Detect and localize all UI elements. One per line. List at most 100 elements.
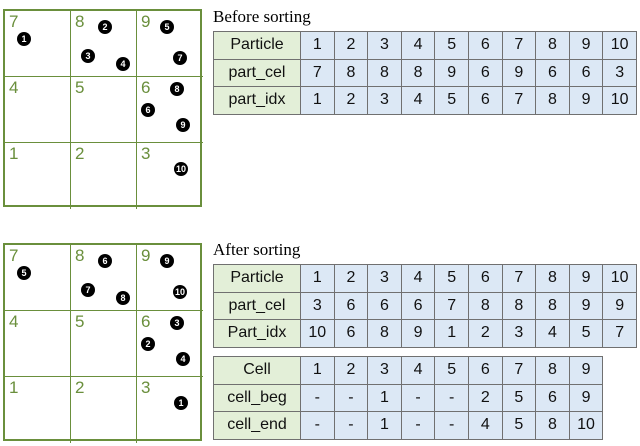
grid-cell: 2 [71,143,137,209]
table-cell: 6 [467,264,503,293]
grid-after-sorting: 7 8 9 4 5 6 1 2 3 5 6 7 8 9 10 3 2 4 1 [3,243,203,443]
cell-number: 4 [9,312,19,331]
table-cell: 3 [367,86,402,115]
grid-before-sorting: 7 8 9 4 5 6 1 2 3 1 2 3 4 5 7 8 6 9 10 [3,9,203,209]
table-row: cell_end - -1- -4 5 8 10 [213,411,604,440]
particle-marker: 1 [174,396,188,410]
table-cell: 6 [535,58,570,87]
table-cell: 8 [400,58,436,87]
table-cell: 2 [467,319,503,348]
table-before-sorting: Particle 1 2 3 4 5 6 7 8 9 10 part_cel 7 8 8 8 9 6 9 6 6 3 par… [213,31,637,115]
cell-number: 1 [9,378,19,397]
table-cell: 5 [434,86,469,115]
particle-marker: 6 [98,254,112,268]
table-cell: 7 [602,319,637,348]
grid-cell: 7 [5,11,71,77]
table-cell: 10 [568,411,604,440]
grid-cell: 9 [137,245,203,311]
particle-marker: 5 [160,20,174,34]
cell-number: 9 [141,246,151,265]
table-cell: - [400,383,436,412]
table-cell: 8 [535,86,570,115]
particle-marker: 10 [174,162,188,176]
grid-cell: 7 [5,245,71,311]
table-after-sorting: Particle 1 2 3 4 5 6 7 8 9 10 part_cel 3 6 6 6 7 8 8 8 9 9 Par… [213,264,637,348]
table-cell: - [400,411,436,440]
table-cell: 4 [467,411,503,440]
table-row: Particle 1 2 3 4 5 6 7 8 9 10 [213,31,637,60]
grid-cell: 4 [5,77,71,143]
table-cell: 9 [568,356,604,385]
table-cell: 8 [367,58,402,87]
table-cell: 5 [568,319,604,348]
table-cell: 4 [400,86,436,115]
table-cell: 3 [367,264,402,293]
row-header: part_idx [213,86,301,115]
table-cell: 9 [568,86,604,115]
row-header: Cell [213,356,301,385]
particle-marker: 1 [17,32,31,46]
table-cell: 10 [602,86,637,115]
cell-number: 3 [141,144,151,163]
table-cell: 6 [400,291,436,320]
table-cell: 9 [568,264,604,293]
grid-cell: 6 [137,77,203,143]
table-cell: 9 [568,291,604,320]
caption-after-sorting: After sorting [213,240,301,259]
table-cell: 6 [568,58,604,87]
table-row: part_cel 3 6 6 6 7 8 8 8 9 9 [213,291,637,320]
particle-marker: 6 [141,103,155,117]
table-cell: - [300,411,335,440]
cell-number: 3 [141,378,151,397]
table-cell: 1 [300,31,335,60]
cell-number: 8 [75,246,85,265]
cell-number: 9 [141,12,151,31]
cell-number: 5 [75,78,85,97]
table-cell: 8 [333,58,369,87]
row-header: part_cel [213,58,301,87]
table-cell: 2 [467,383,503,412]
table-cell: - [434,411,469,440]
grid-cell: 3 [137,143,203,209]
table-cell: 8 [535,264,570,293]
table-cell: 9 [602,291,637,320]
table-cell: 1 [300,264,335,293]
table-cell: 10 [300,319,335,348]
table-cell: 1 [300,86,335,115]
table-row: cell_beg - -1- -2 5 6 9 [213,383,604,412]
table-row: Particle 1 2 3 4 5 6 7 8 9 10 [213,264,637,293]
grid-cell: 6 [137,311,203,377]
table-cell: - [333,411,369,440]
table-cell: 8 [535,31,570,60]
table-cell: 8 [467,291,503,320]
table-cell: 6 [333,291,369,320]
particle-marker: 9 [176,118,190,132]
particle-marker: 3 [170,316,184,330]
table-cell: 2 [333,356,369,385]
table-cell: 3 [367,356,402,385]
table-cell: 10 [602,31,637,60]
row-header: Particle [213,264,301,293]
table-row: Cell 1 2 3 4 5 6 7 8 9 [213,356,604,385]
table-cell: 9 [568,31,604,60]
table-row: Part_idx 10 6 8 9 1 2 3 4 5 7 [213,319,637,348]
cell-number: 2 [75,144,85,163]
table-cell: 3 [602,58,637,87]
table-cell: 2 [333,264,369,293]
table-cell: 6 [535,383,570,412]
table-cell: 6 [467,31,503,60]
particle-marker: 8 [116,291,130,305]
table-cell: 6 [367,291,402,320]
grid-cell: 2 [71,377,137,443]
table-cell: 7 [300,58,335,87]
table-cell: 9 [400,319,436,348]
table-cell: 6 [333,319,369,348]
table-cell: 2 [333,31,369,60]
particle-marker: 7 [81,283,95,297]
row-header: cell_end [213,411,301,440]
table-cell: 7 [434,291,469,320]
table-cell: 1 [367,383,402,412]
particle-marker: 4 [176,352,190,366]
table-cell-ranges: Cell 1 2 3 4 5 6 7 8 9 cell_beg - -1- -2 5 6 9 cell_end - -… [213,356,604,440]
table-cell: 1 [434,319,469,348]
